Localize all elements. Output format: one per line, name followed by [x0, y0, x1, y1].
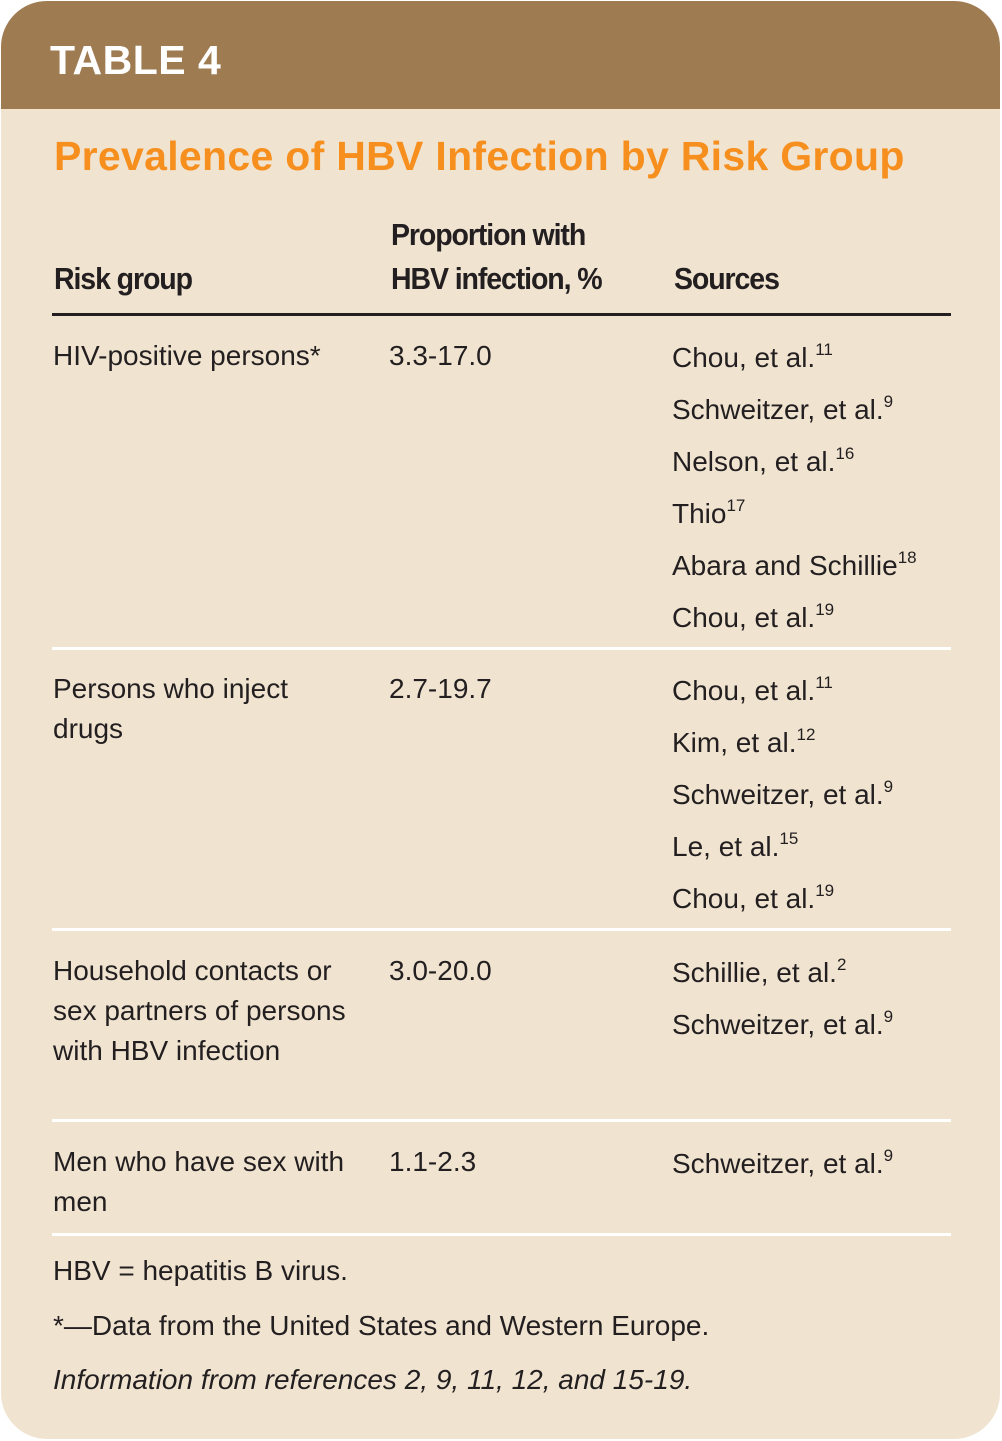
table-header-band: TABLE 4 — [1, 1, 1000, 109]
source-reference: 12 — [796, 725, 816, 744]
source-item: Chou, et al.19 — [672, 592, 917, 644]
sources-cell: Chou, et al.11 Schweitzer, et al.9 Nelson,… — [672, 332, 917, 644]
table-row: HIV-positive persons* 3.3-17.0 Chou, et al… — [52, 316, 951, 650]
source-name: Nelson, et al. — [672, 446, 836, 477]
source-item: Schweitzer, et al.9 — [672, 1138, 893, 1190]
source-item: Schweitzer, et al.9 — [672, 999, 893, 1051]
source-reference: 2 — [836, 955, 847, 974]
sources-cell: Schweitzer, et al.9 — [672, 1138, 893, 1190]
source-name: Chou, et al. — [672, 342, 816, 373]
table-title: Prevalence of HBV Infection by Risk Grou… — [54, 133, 905, 179]
risk-group-cell: HIV-positive persons* — [53, 340, 321, 371]
table-row: Persons who inject drugs 2.7-19.7 Chou, et… — [52, 649, 951, 931]
source-item: Schillie, et al.2 — [672, 947, 893, 999]
footnote-information: Information from references 2, 9, 11, 12… — [53, 1364, 693, 1395]
source-name: Le, et al. — [672, 831, 780, 862]
column-header-sources: Sources — [674, 261, 780, 296]
column-header-proportion-line1: Proportion with — [391, 217, 586, 252]
table-label: TABLE 4 — [50, 37, 222, 83]
source-item: Nelson, et al.16 — [672, 436, 917, 488]
source-item: Abara and Schillie18 — [672, 540, 917, 592]
source-name: Schillie, et al. — [672, 957, 837, 988]
source-name: Schweitzer, et al. — [672, 779, 884, 810]
source-reference: 17 — [726, 496, 746, 515]
source-name: Schweitzer, et al. — [672, 1009, 884, 1040]
source-item: Schweitzer, et al.9 — [672, 769, 893, 821]
sources-cell: Schillie, et al.2 Schweitzer, et al.9 — [672, 947, 893, 1051]
source-reference: 9 — [883, 1146, 894, 1165]
table-row: Men who have sex with men 1.1-2.3 Schweitz… — [52, 1122, 951, 1236]
source-item: Le, et al.15 — [672, 821, 893, 873]
source-item: Schweitzer, et al.9 — [672, 384, 917, 436]
source-reference: 19 — [815, 881, 835, 900]
source-reference: 19 — [815, 600, 835, 619]
sources-cell: Chou, et al.11 Kim, et al.12 Schweitzer, e… — [672, 665, 893, 925]
column-header-proportion: Proportion with HBV infection, % — [391, 213, 603, 301]
proportion-cell: 3.3-17.0 — [389, 340, 492, 371]
source-reference: 11 — [815, 673, 833, 692]
proportion-cell: 2.7-19.7 — [389, 673, 492, 704]
proportion-cell: 1.1-2.3 — [389, 1146, 477, 1177]
column-header-risk-group: Risk group — [54, 261, 193, 296]
source-item: Chou, et al.19 — [672, 873, 893, 925]
source-item: Chou, et al.11 — [672, 332, 917, 384]
source-name: Chou, et al. — [672, 602, 816, 633]
source-reference: 16 — [835, 444, 855, 463]
risk-group-cell: Household contacts or sex partners of pe… — [53, 955, 346, 1066]
source-name: Thio — [672, 498, 727, 529]
source-name: Abara and Schillie — [672, 550, 898, 581]
source-item: Chou, et al.11 — [672, 665, 893, 717]
header-rule — [52, 313, 951, 316]
footnote-asterisk: *—Data from the United States and Wester… — [53, 1310, 710, 1341]
source-reference: 18 — [897, 548, 917, 567]
footnote-abbreviation: HBV = hepatitis B virus. — [53, 1255, 348, 1286]
source-name: Chou, et al. — [672, 883, 816, 914]
source-name: Kim, et al. — [672, 727, 797, 758]
source-reference: 9 — [883, 777, 894, 796]
column-header-proportion-line2: HBV infection, % — [391, 261, 603, 296]
source-reference: 9 — [883, 392, 894, 411]
source-item: Kim, et al.12 — [672, 717, 893, 769]
source-reference: 11 — [815, 340, 833, 359]
table-row: Household contacts or sex partners of pe… — [52, 931, 951, 1122]
source-item: Thio17 — [672, 488, 917, 540]
proportion-cell: 3.0-20.0 — [389, 955, 492, 986]
risk-group-cell: Persons who inject drugs — [53, 673, 289, 744]
source-reference: 15 — [779, 829, 799, 848]
risk-group-cell: Men who have sex with men — [53, 1146, 345, 1217]
source-name: Schweitzer, et al. — [672, 394, 884, 425]
source-reference: 9 — [883, 1007, 894, 1026]
source-name: Schweitzer, et al. — [672, 1148, 884, 1179]
source-name: Chou, et al. — [672, 675, 816, 706]
